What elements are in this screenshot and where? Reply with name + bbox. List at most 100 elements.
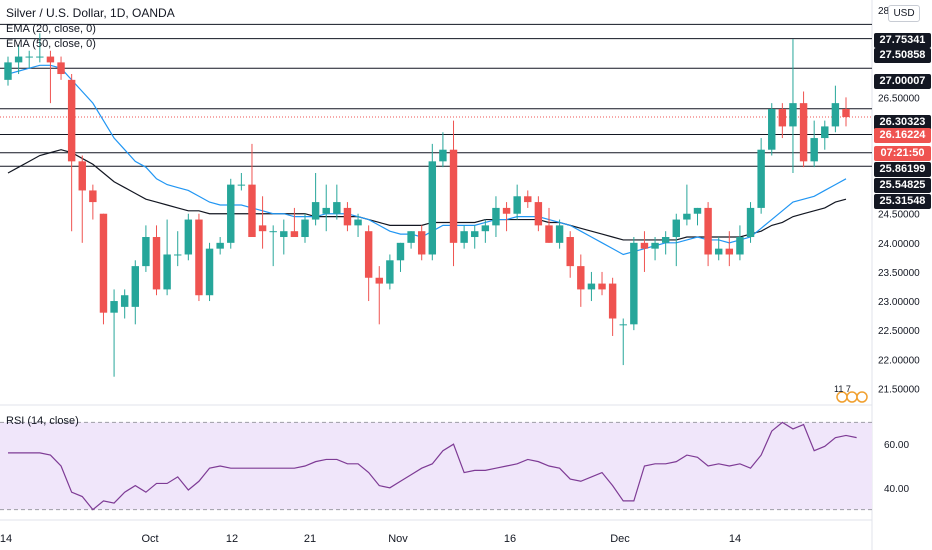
candle-body [555, 225, 564, 243]
candle-body [481, 225, 490, 232]
candle-body [258, 225, 267, 232]
candle-body [577, 266, 585, 290]
currency-button[interactable]: USD [888, 5, 920, 22]
ema50-legend[interactable]: EMA (50, close, 0) [6, 38, 96, 50]
candle-body [396, 242, 405, 261]
candle-body [768, 108, 776, 150]
price-tick-label: 23.00000 [878, 297, 920, 308]
candle-body [237, 184, 246, 186]
candle-body [736, 237, 744, 255]
candle-body [460, 231, 468, 243]
candle-body [227, 184, 235, 243]
candle-body [417, 231, 426, 255]
candle-body [89, 190, 97, 203]
candle-body [184, 219, 193, 255]
candle-body [524, 196, 532, 203]
candle-body [789, 103, 797, 127]
symbol-legend[interactable]: Silver / U.S. Dollar, 1D, OANDA [6, 6, 175, 20]
candle-body [693, 207, 702, 214]
candle-body [619, 324, 627, 326]
candle-body [534, 202, 543, 226]
time-tick-label: 21 [304, 533, 316, 545]
candle-body [746, 207, 755, 238]
candle-body [683, 213, 691, 220]
time-tick-label: 14 [729, 533, 741, 545]
candle-body [799, 103, 808, 162]
price-tag: 26.30323 [874, 115, 931, 130]
candle-body [502, 207, 511, 214]
candle-body [810, 138, 818, 162]
candle-body [831, 103, 840, 127]
candle-body [651, 242, 659, 249]
ema20-legend[interactable]: EMA (20, close, 0) [6, 23, 96, 35]
price-tag: 25.31548 [874, 194, 931, 209]
candle-body [364, 231, 373, 278]
candle-body [333, 202, 341, 214]
candle-body [248, 184, 256, 238]
price-tick-label: 26.50000 [878, 93, 920, 104]
candle-body [630, 242, 638, 325]
ema20-line [7, 64, 847, 256]
candle-body [110, 301, 118, 313]
candle-body [205, 248, 214, 296]
candle-body [386, 260, 394, 284]
candle-body [36, 56, 44, 58]
candle-body [566, 237, 574, 267]
candle-body [25, 56, 33, 58]
candle-body [587, 283, 596, 290]
candle-body [439, 149, 447, 162]
price-tag: 25.54825 [874, 178, 931, 193]
rsi-band [0, 422, 872, 510]
candle-body [661, 237, 670, 243]
time-tick-label: 12 [226, 533, 238, 545]
candle-body [842, 108, 850, 118]
candle-body [545, 225, 553, 243]
candle-body [757, 149, 765, 208]
candle-body [269, 231, 277, 233]
time-tick-label: Dec [610, 533, 630, 545]
candle-body [57, 62, 65, 75]
candle-body [449, 149, 458, 243]
candle-body [343, 207, 352, 226]
candle-body [354, 219, 362, 226]
price-tick-label: 24.00000 [878, 239, 920, 250]
candle-body [290, 231, 299, 238]
rsi-tick-label: 40.00 [884, 484, 909, 495]
ema50-line [7, 149, 847, 241]
candle-body [513, 196, 521, 214]
price-tick-label: 23.50000 [878, 268, 920, 279]
candle-body [704, 207, 712, 255]
candle-body [492, 207, 500, 226]
candle-body [152, 237, 161, 290]
rsi-tick-label: 60.00 [884, 440, 909, 451]
time-tick-label: Oct [141, 533, 158, 545]
candle-body [99, 213, 108, 313]
price-tag: 26.16224 [874, 128, 931, 143]
rsi-line [8, 421, 857, 511]
rsi-legend[interactable]: RSI (14, close) [6, 415, 79, 427]
price-tag: 27.00007 [874, 74, 931, 89]
price-tick-label: 21.50000 [878, 384, 920, 395]
candle-body [67, 79, 76, 162]
price-tag: 07:21:50 [874, 146, 931, 161]
price-tick-label: 22.00000 [878, 355, 920, 366]
candle-body [301, 219, 309, 238]
candle-body [120, 295, 129, 307]
price-tag: 25.86199 [874, 162, 931, 177]
price-tick-label: 24.50000 [878, 210, 920, 221]
events-badge[interactable]: 11 7 [834, 384, 851, 394]
candle-body [598, 283, 606, 290]
candle-body [608, 283, 617, 319]
candle-body [375, 277, 383, 284]
time-tick-label: 16 [504, 533, 516, 545]
price-tag: 27.75341 [874, 33, 931, 48]
candle-body [174, 254, 182, 256]
candle-body [131, 266, 140, 307]
candle-body [407, 231, 415, 243]
price-tag: 27.50858 [874, 48, 931, 63]
candle-body [46, 56, 55, 63]
candle-body [4, 62, 12, 80]
candle-body [640, 242, 649, 249]
candle-body [280, 231, 288, 238]
